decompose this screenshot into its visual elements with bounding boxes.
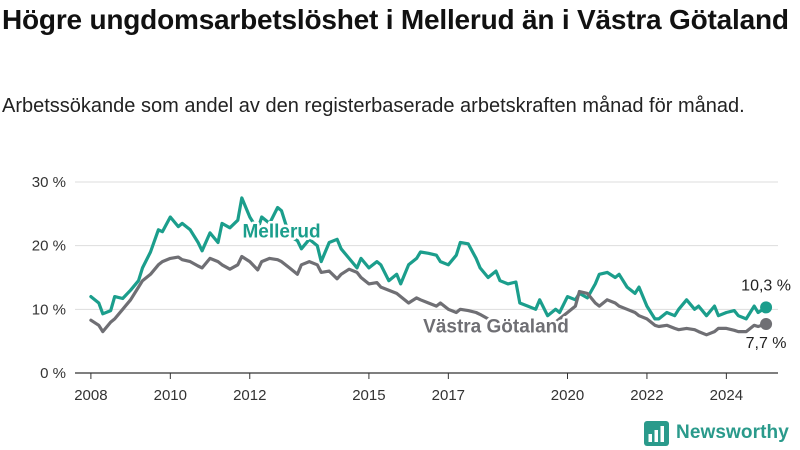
chart-title: Högre ungdomsarbetslöshet i Mellerud än … — [2, 4, 789, 35]
y-tick-label: 0 % — [40, 365, 66, 382]
x-tick-label: 2020 — [551, 387, 584, 404]
y-tick-label: 20 % — [32, 238, 66, 255]
x-tick-label: 2008 — [74, 387, 107, 404]
bar-chart-logo-icon — [644, 420, 669, 446]
chart-subtitle: Arbetssökande som andel av den registerb… — [2, 95, 745, 117]
series-line-mellerud — [89, 196, 768, 321]
x-tick-label: 2017 — [432, 387, 465, 404]
end-value-label-mellerud: 10,3 % — [741, 277, 791, 294]
x-tick-label: 2010 — [154, 387, 187, 404]
series-label-vastra-gotaland: Västra Götaland — [423, 316, 569, 337]
x-tick-label: 2022 — [630, 387, 663, 404]
x-tick-label: 2024 — [710, 387, 743, 404]
x-tick-label: 2012 — [233, 387, 266, 404]
brand-name: Newsworthy — [676, 422, 789, 443]
end-point-mellerud — [760, 301, 773, 314]
y-tick-label: 30 % — [32, 174, 66, 191]
end-value-label-vastra-gotaland: 7,7 % — [746, 335, 787, 352]
x-tick-label: 2015 — [352, 387, 385, 404]
newsworthy-brand: Newsworthy — [644, 420, 789, 446]
series-label-mellerud: Mellerud — [242, 221, 320, 242]
y-tick-label: 10 % — [32, 301, 66, 318]
end-point-vastra-gotaland — [760, 317, 773, 330]
series-line-vastra-gotaland — [89, 254, 768, 337]
